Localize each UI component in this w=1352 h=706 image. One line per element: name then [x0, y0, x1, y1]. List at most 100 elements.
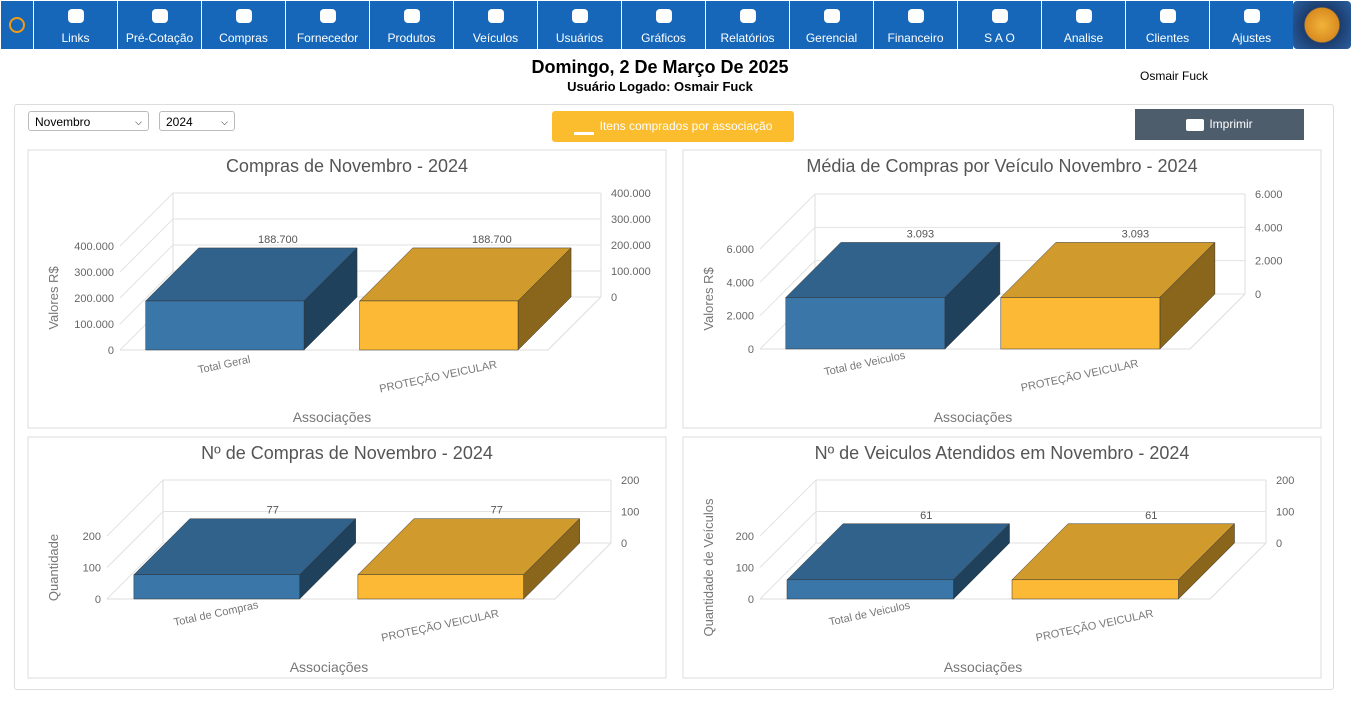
grid-line — [119, 192, 601, 247]
nav-item[interactable]: Financeiro — [874, 1, 957, 49]
bar — [133, 518, 357, 600]
nav-label: Veículos — [472, 31, 519, 45]
month: Novembro — [35, 115, 91, 129]
y-axis-label: Quantidade de Veículos — [701, 498, 716, 637]
nav-label: S A O — [984, 31, 1015, 45]
nav-item[interactable]: Ajustes — [1210, 1, 1293, 49]
bar — [785, 241, 1001, 350]
y-axis-label: Valores R$ — [701, 267, 716, 331]
bar-front — [145, 300, 305, 351]
nav-item[interactable]: Fornecedor — [286, 1, 369, 49]
y-axis-label: Quantidade — [46, 534, 61, 601]
bar-front — [1000, 297, 1161, 350]
chart-title: Nº de Compras de Novembro - 2024 — [201, 443, 493, 463]
bar — [359, 247, 572, 351]
nav-label: Pré-Cotação — [125, 31, 194, 45]
y-tick-label: 0 — [95, 594, 101, 606]
grid-line — [119, 244, 601, 299]
floor-edge — [554, 542, 612, 600]
nav-bar: Links Pré-Cotação Compras Fornecedor Produto… — [0, 0, 1352, 50]
x-axis-label: Associações — [290, 659, 369, 675]
nav-item[interactable]: S A O — [958, 1, 1041, 49]
chart-panel — [27, 436, 667, 679]
value-label: 77 — [491, 505, 503, 517]
nav-label: Produtos — [387, 31, 436, 45]
y-tick-label: 0 — [748, 594, 754, 606]
value-label: 3.093 — [907, 228, 935, 240]
floor-edge — [547, 296, 602, 351]
nav-item[interactable]: Relatórios — [706, 1, 789, 49]
nav-item[interactable]: Compras — [202, 1, 285, 49]
x-axis-label: Associações — [293, 409, 372, 425]
bar — [786, 523, 1011, 600]
y-tick-label-back: 100.000 — [611, 266, 651, 278]
bar-front — [785, 297, 946, 350]
y-tick-label: 100.000 — [74, 319, 114, 331]
user-name: Osmair Fuck — [1140, 69, 1209, 83]
nav-item[interactable]: Usuários — [538, 1, 621, 49]
floor-edge — [1189, 293, 1246, 350]
value-label: 188.700 — [472, 234, 512, 246]
nav-label: Relatórios — [720, 31, 775, 45]
y-tick-label: 6.000 — [726, 244, 754, 256]
y-tick-label-back: 200 — [621, 475, 639, 487]
content-frame — [14, 104, 1334, 690]
nav-item[interactable]: Clientes — [1126, 1, 1209, 49]
y-tick-label-back: 300.000 — [611, 214, 651, 226]
nav-item[interactable]: Gráficos — [622, 1, 705, 49]
month-select[interactable]: Novembro ⌵ — [28, 111, 149, 131]
chart-panel — [682, 436, 1322, 679]
print-button[interactable]: Imprimir — [1135, 109, 1304, 140]
home-icon[interactable] — [1, 1, 33, 49]
y-tick-label-back: 0 — [1255, 289, 1261, 301]
year: 2024 — [166, 115, 193, 129]
chart-title: Compras de Novembro - 2024 — [226, 156, 468, 176]
y-tick-label: 300.000 — [74, 267, 114, 279]
print-label: Imprimir — [1209, 117, 1253, 131]
logo[interactable] — [1293, 1, 1351, 49]
bar-front — [359, 300, 519, 351]
y-tick-label: 100 — [736, 563, 754, 575]
grid-line — [106, 511, 611, 568]
year-select[interactable]: 2024 ⌵ — [159, 111, 235, 131]
bar-front — [1011, 579, 1179, 600]
nav-item[interactable]: Links — [34, 1, 117, 49]
grid-line — [759, 226, 1245, 283]
nav-item[interactable]: Pré-Cotação — [118, 1, 201, 49]
nav-label: Compras — [219, 31, 268, 45]
nav-label: Analise — [1063, 31, 1104, 45]
nav-label: Ajustes — [1231, 31, 1272, 45]
bar — [357, 518, 581, 600]
value-label: 3.093 — [1122, 228, 1150, 240]
nav-item[interactable]: Veículos — [454, 1, 537, 49]
y-tick-label-back: 200 — [1276, 475, 1294, 487]
y-tick-label-back: 6.000 — [1255, 189, 1283, 201]
nav-label: Links — [61, 31, 90, 45]
nav-label: Financeiro — [887, 31, 944, 45]
x-axis-label: Associações — [934, 409, 1013, 425]
nav-item[interactable]: Produtos — [370, 1, 453, 49]
y-tick-label-back: 100 — [621, 507, 639, 519]
y-tick-label: 100 — [83, 563, 101, 575]
report-button[interactable]: Itens comprados por associação — [552, 111, 794, 142]
chart-title: Média de Compras por Veículo Novembro - … — [806, 156, 1197, 176]
nav-label: Gerencial — [805, 31, 858, 45]
y-tick-label-back: 400.000 — [611, 188, 651, 200]
floor-edge — [1209, 542, 1267, 600]
y-tick-label: 200 — [736, 531, 754, 543]
date: Domingo, 2 De Março De 2025 — [531, 57, 789, 77]
logged-user: Usuário Logado: Osmair Fuck — [567, 79, 753, 94]
x-axis-label: Associações — [944, 659, 1023, 675]
nav-label: Fornecedor — [296, 31, 359, 45]
y-tick-label-back: 2.000 — [1255, 256, 1283, 268]
grid-line — [759, 193, 1245, 250]
y-tick-label: 0 — [748, 344, 754, 356]
chart-panel — [682, 149, 1322, 429]
nav-item[interactable]: Gerencial — [790, 1, 873, 49]
y-tick-label-back: 200.000 — [611, 240, 651, 252]
nav-item[interactable]: Analise — [1042, 1, 1125, 49]
y-tick-label: 200.000 — [74, 293, 114, 305]
bar — [1011, 523, 1236, 600]
